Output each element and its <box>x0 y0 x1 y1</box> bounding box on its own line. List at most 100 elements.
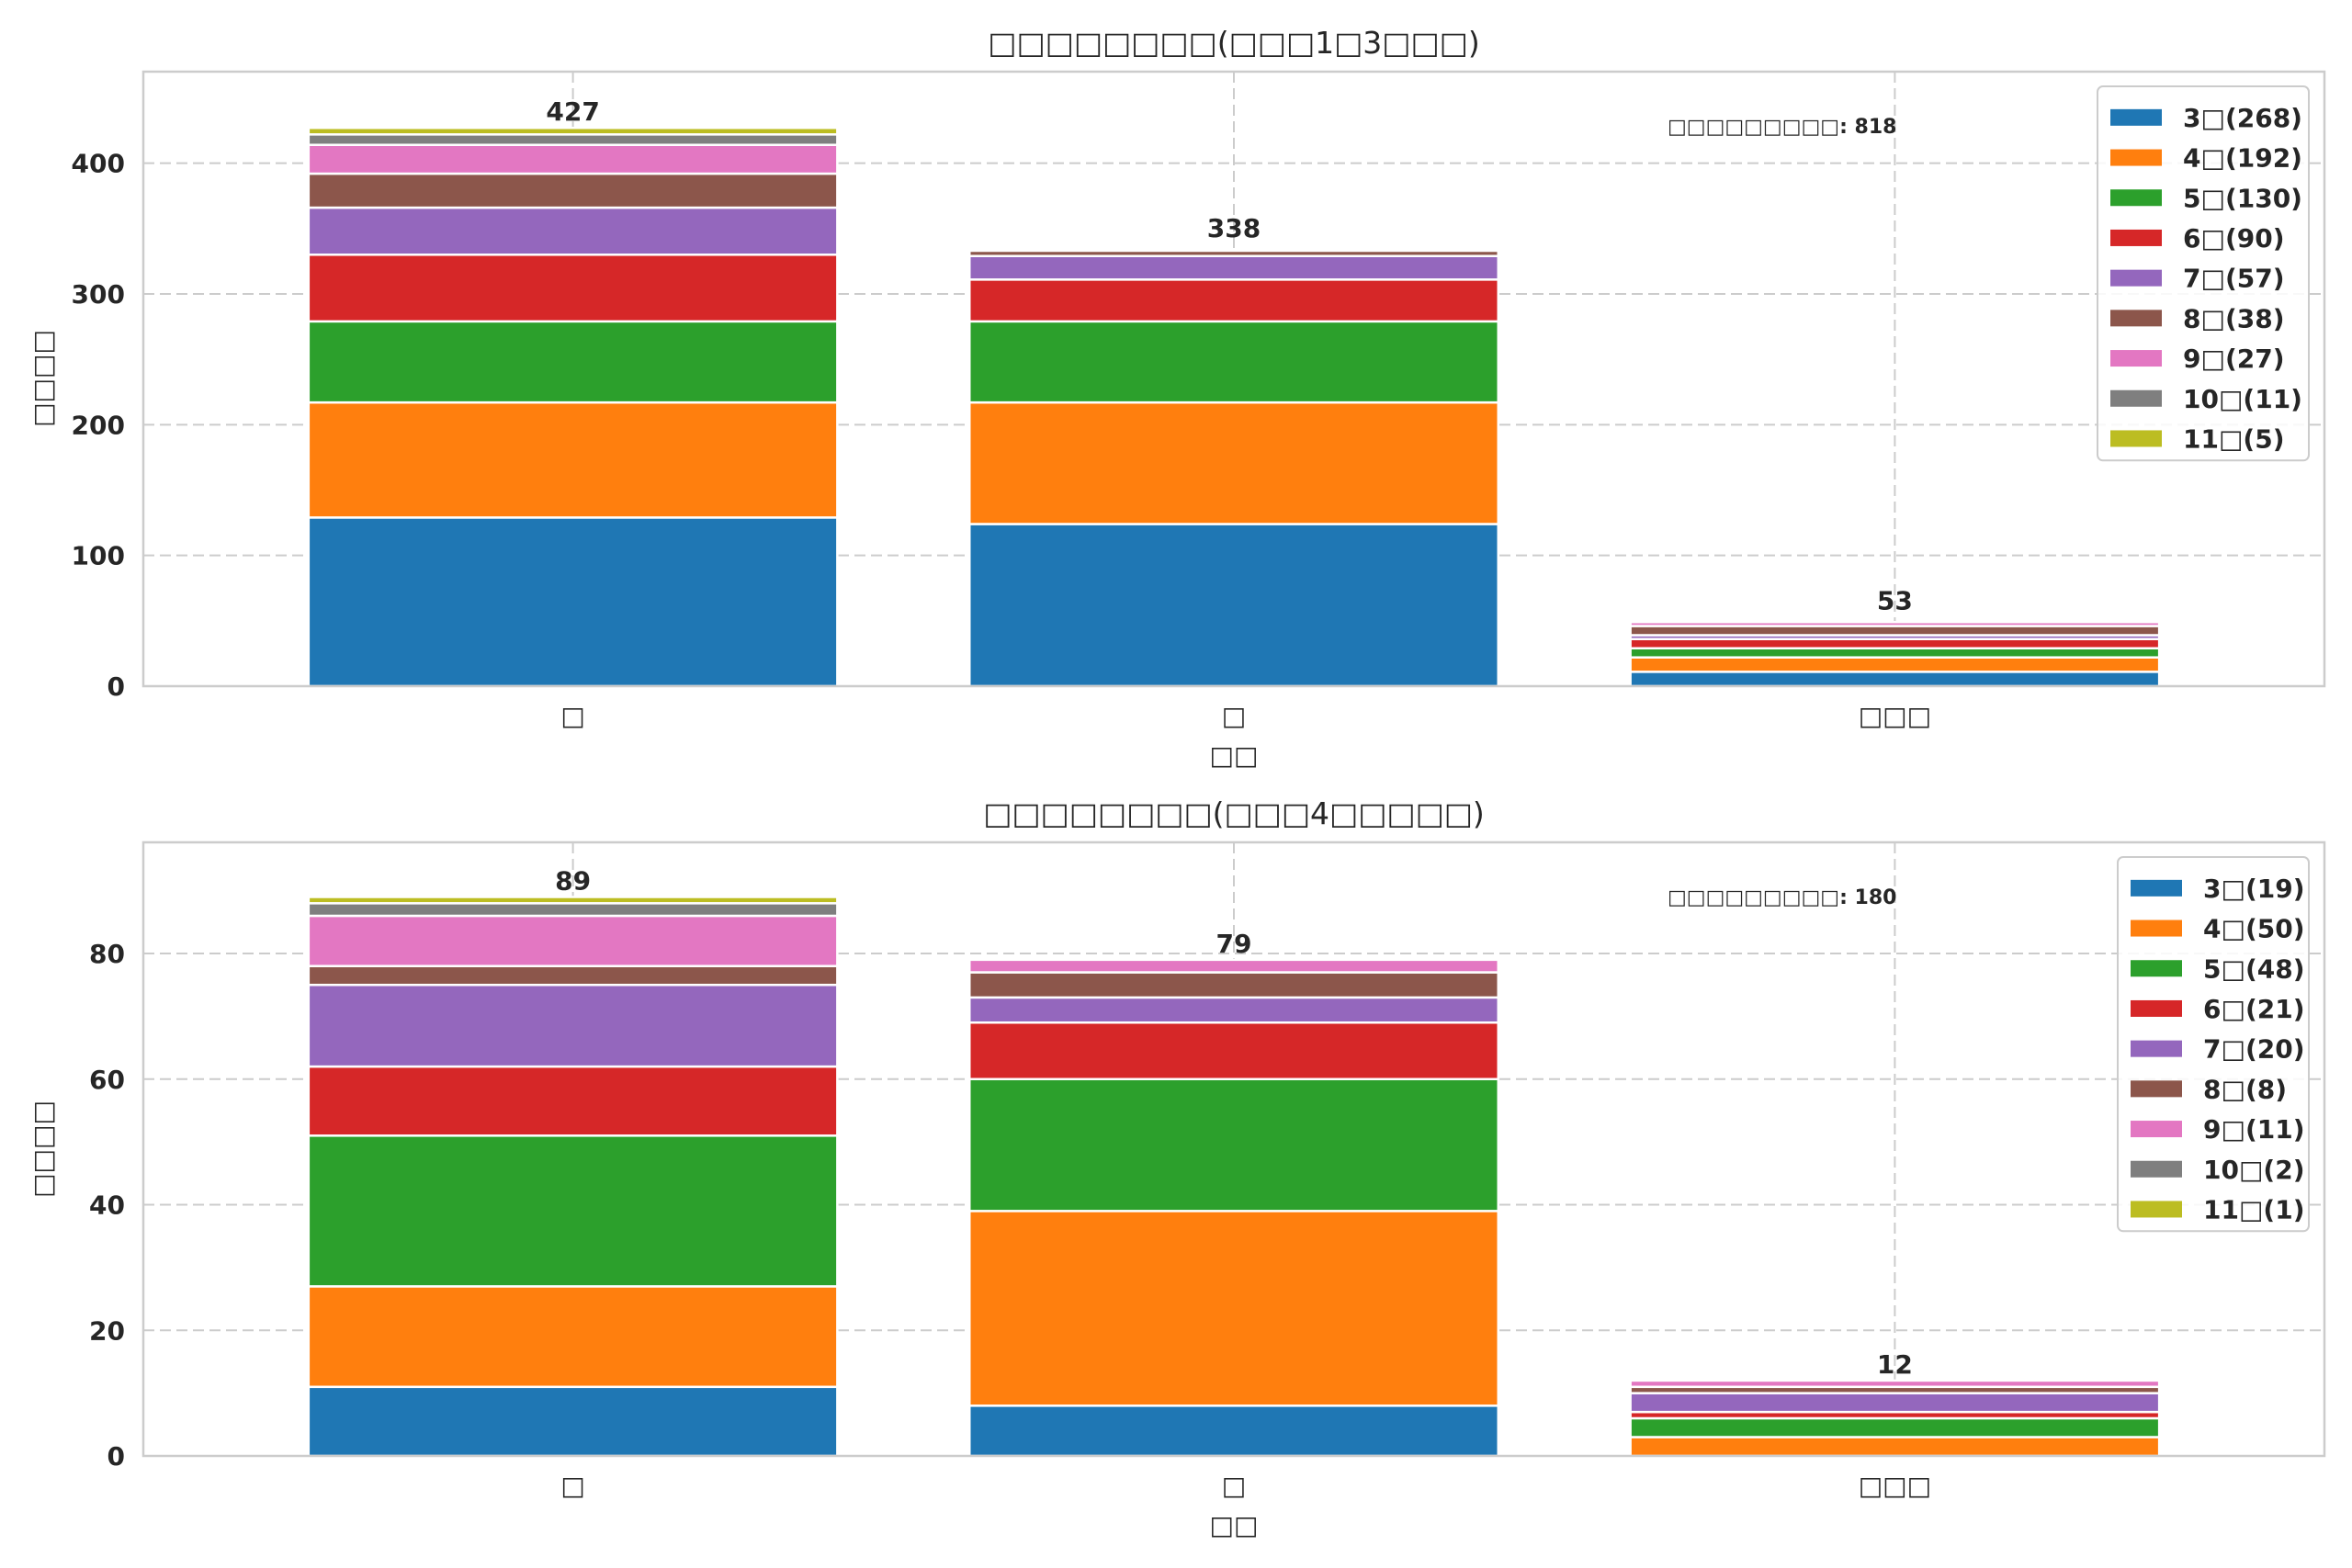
bar-segment <box>1629 625 2161 637</box>
legend-swatch <box>2110 229 2162 246</box>
bar-segment <box>1629 621 2161 627</box>
bar-segment <box>307 172 839 209</box>
total-note: □□□□□□□□□: 180 <box>1668 886 1896 909</box>
legend-label: 6□(21) <box>2203 994 2305 1024</box>
legend-swatch <box>2110 310 2162 327</box>
bar-segment <box>967 1404 1500 1458</box>
legend-item: 9□(27) <box>2110 344 2285 374</box>
bar-segment <box>967 523 1500 688</box>
bar-segment <box>1629 1392 2161 1414</box>
legend-swatch <box>2131 1080 2182 1098</box>
legend-item: 3□(268) <box>2110 103 2302 133</box>
bar-segment <box>307 964 839 987</box>
legend-item: 4□(192) <box>2110 143 2302 174</box>
legend-swatch <box>2131 879 2182 897</box>
bar-segment <box>307 400 839 519</box>
legend-item: 10□(11) <box>2110 384 2302 414</box>
bar-segment <box>307 983 839 1068</box>
legend-item: 8□(38) <box>2110 303 2285 333</box>
y-tick-label: 0 <box>107 671 125 702</box>
bars <box>307 896 2161 1458</box>
x-tick-label: □ <box>560 701 584 731</box>
legend-item: 3□(19) <box>2131 874 2305 904</box>
legend-label: 9□(11) <box>2203 1114 2305 1145</box>
bar-segment <box>307 896 839 905</box>
total-label: 89 <box>555 865 591 896</box>
x-tick-label: □□□ <box>1859 701 1931 731</box>
x-tick-label: □ <box>1222 1471 1246 1501</box>
y-ticks: 0 20 40 60 80 <box>89 939 125 1472</box>
legend-label: 8□(8) <box>2203 1074 2287 1104</box>
bar-segment <box>307 133 839 146</box>
legend-label: 4□(192) <box>2183 143 2302 174</box>
legend-item: 6□(21) <box>2131 994 2305 1024</box>
bar-segment <box>307 516 839 688</box>
bar-segment <box>1629 656 2161 673</box>
legend-box <box>2117 856 2310 1233</box>
bar-segment <box>307 206 839 256</box>
bar-segment <box>1629 1416 2161 1438</box>
legend-item: 5□(48) <box>2131 953 2305 984</box>
legend-label: 10□(11) <box>2183 384 2302 414</box>
legend-swatch <box>2131 1160 2182 1178</box>
bar-segment <box>307 1065 839 1137</box>
bar-segment <box>307 902 839 918</box>
legend-label: 7□(57) <box>2183 264 2285 294</box>
y-tick-label: 0 <box>107 1441 125 1472</box>
total-labels: 427 338 53 <box>546 96 1912 615</box>
total-note: □□□□□□□□□: 818 <box>1668 116 1896 139</box>
x-ticks: □ □ □□□ <box>560 701 1931 731</box>
legend-label: 7□(20) <box>2203 1034 2305 1065</box>
bar-segment <box>967 1021 1500 1081</box>
legend-label: 3□(268) <box>2183 103 2302 133</box>
legend-item: 7□(20) <box>2131 1034 2305 1065</box>
legend-item: 4□(50) <box>2131 914 2305 944</box>
bar-segment <box>307 254 839 323</box>
bar-segment <box>967 320 1500 404</box>
legend-swatch <box>2131 999 2182 1017</box>
legend-label: 5□(48) <box>2203 953 2305 984</box>
y-tick-label: 40 <box>89 1190 125 1221</box>
bar-segment <box>967 971 1500 999</box>
total-label: 338 <box>1207 213 1261 243</box>
y-tick-label: 400 <box>72 149 125 179</box>
bar-segment <box>967 1077 1500 1213</box>
legend-swatch <box>2131 1040 2182 1057</box>
bar-segment <box>967 1210 1500 1407</box>
y-tick-label: 300 <box>72 279 125 310</box>
legend-swatch <box>2110 108 2162 126</box>
bar-segment <box>1629 637 2161 649</box>
y-tick-label: 60 <box>89 1065 125 1095</box>
legend-label: 4□(50) <box>2203 914 2305 944</box>
chart-title: □□□□□□□□(□□□1□3□□□) <box>988 25 1479 61</box>
bar-segment <box>307 126 839 136</box>
plot-frame <box>141 70 2326 688</box>
legend-label: 10□(2) <box>2203 1155 2305 1185</box>
bar-segment <box>967 400 1500 525</box>
total-label: 79 <box>1216 929 1252 959</box>
y-tick-label: 100 <box>72 541 125 571</box>
bar-segment <box>967 278 1500 323</box>
legend-item: 11□(1) <box>2131 1194 2305 1224</box>
legend-label: 6□(90) <box>2183 223 2285 254</box>
legend-swatch <box>2110 350 2162 367</box>
x-ticks: □ □ □□□ <box>560 1471 1931 1501</box>
legend-swatch <box>2131 960 2182 977</box>
legend-label: 11□(1) <box>2203 1194 2305 1224</box>
bar-segment <box>307 320 839 404</box>
bar-segment <box>1629 1436 2161 1458</box>
legend-swatch <box>2131 1201 2182 1218</box>
y-axis-label: □□□□ <box>28 1100 58 1198</box>
bar-segment <box>1629 647 2161 659</box>
y-axis-label: □□□□ <box>28 330 58 427</box>
x-tick-label: □ <box>1222 701 1246 731</box>
legend-swatch <box>2110 149 2162 166</box>
legend-swatch <box>2110 430 2162 447</box>
total-label: 427 <box>546 96 599 127</box>
legend-item: 7□(57) <box>2110 264 2285 294</box>
x-tick-label: □ <box>560 1471 584 1501</box>
legend-swatch <box>2110 389 2162 407</box>
